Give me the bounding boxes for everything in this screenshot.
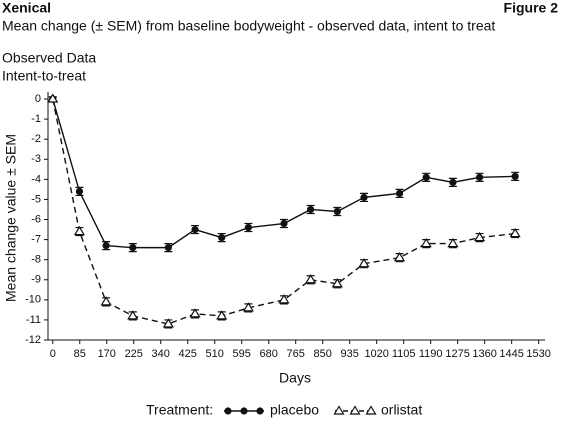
legend-marker (256, 407, 264, 415)
point (47, 93, 59, 103)
y-axis-label: Mean change value ± SEM (3, 134, 19, 302)
legend-marker (349, 405, 361, 415)
x-tick-label: 85 (74, 348, 86, 360)
y-tick-label: -7 (31, 234, 41, 246)
x-tick-label: 850 (314, 348, 332, 360)
point (474, 231, 486, 242)
y-tick-label: -4 (31, 173, 41, 185)
y-tick-label: -12 (25, 334, 41, 346)
x-tick-label: 225 (125, 348, 143, 360)
chart-subtitle: Mean change (± SEM) from baseline bodywe… (2, 18, 495, 34)
x-tick-label: 425 (179, 348, 197, 360)
x-tick-label: 1105 (392, 348, 416, 360)
y-tick-label: -3 (31, 153, 41, 165)
x-tick-label: 765 (287, 348, 305, 360)
y-tick-label: -5 (31, 193, 41, 205)
point (511, 172, 519, 180)
point (333, 207, 341, 216)
x-tick-label: 510 (206, 348, 224, 360)
legend-label: placebo (270, 402, 319, 418)
x-tick-label: 935 (341, 348, 359, 360)
point (358, 258, 370, 268)
legend-marker (365, 405, 377, 415)
x-tick-label: 595 (233, 348, 251, 360)
y-tick-label: -10 (25, 294, 41, 306)
y-tick-label: -11 (26, 314, 41, 326)
legend-item (224, 407, 264, 415)
point (280, 219, 288, 228)
point (242, 302, 254, 312)
x-tick-label: 1530 (526, 348, 550, 360)
y-tick-label: -9 (31, 274, 41, 286)
point (216, 310, 228, 320)
x-tick-label: 0 (50, 348, 56, 360)
y-tick-label: -6 (31, 213, 41, 225)
point (475, 173, 484, 181)
chart-title: Xenical (2, 0, 51, 16)
x-tick-label: 1190 (419, 348, 443, 360)
legend-title: Treatment: (146, 402, 213, 418)
legend-item (333, 405, 377, 415)
point (218, 233, 226, 242)
legend-marker (224, 407, 232, 415)
annotation: Intent-to-treat (2, 68, 86, 84)
point (127, 310, 139, 320)
x-tick-label: 1360 (472, 348, 496, 360)
point (278, 294, 290, 304)
x-tick-label: 170 (98, 348, 116, 360)
x-tick-label: 680 (260, 348, 278, 360)
point (102, 242, 110, 250)
series-line (52, 98, 516, 325)
point (360, 193, 368, 202)
point (191, 225, 199, 234)
point (73, 225, 85, 236)
x-tick-label: 1445 (499, 348, 523, 360)
y-tick-label: -8 (31, 254, 41, 266)
point (129, 244, 137, 252)
legend-label: orlistat (381, 402, 422, 418)
y-tick-label: -1 (31, 113, 41, 125)
figure-label: Figure 2 (504, 0, 559, 16)
point (244, 223, 252, 232)
point (447, 237, 459, 248)
point (100, 296, 112, 306)
x-axis-label: Days (279, 370, 311, 386)
x-tick-label: 340 (152, 348, 170, 360)
point (331, 278, 343, 288)
point (307, 205, 315, 214)
y-tick-label: 0 (35, 93, 41, 105)
annotation: Observed Data (2, 50, 96, 66)
point (509, 227, 521, 238)
point (422, 173, 430, 181)
point (395, 189, 404, 198)
point (75, 187, 84, 196)
point (449, 178, 457, 186)
legend-marker (333, 405, 345, 415)
x-tick-label: 1275 (445, 348, 469, 360)
point (420, 237, 432, 248)
x-tick-label: 1020 (364, 348, 388, 360)
point (162, 318, 174, 328)
point (305, 274, 317, 284)
point (393, 252, 406, 262)
y-tick-label: -2 (31, 133, 41, 145)
legend-marker (240, 407, 248, 415)
point (189, 308, 201, 318)
point (164, 244, 172, 252)
